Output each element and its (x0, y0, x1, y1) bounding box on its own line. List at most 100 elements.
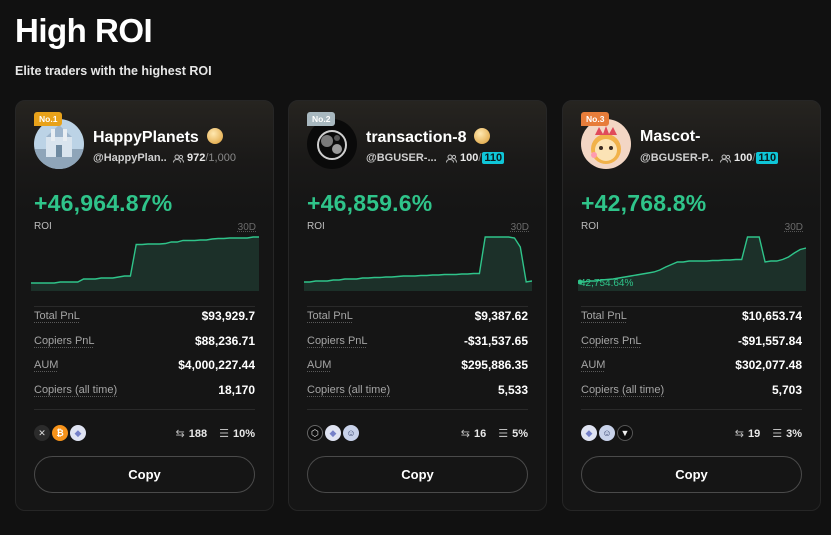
roi-value: +42,768.8% (581, 190, 707, 216)
avatar[interactable] (581, 119, 631, 169)
period-label[interactable]: 30D (784, 222, 803, 233)
rank-badge: No.3 (581, 112, 610, 126)
copiers-pnl-label[interactable]: Copiers PnL (34, 335, 95, 347)
copy-button[interactable]: Copy (34, 456, 255, 493)
bitcoin-icon: ₿ (52, 425, 68, 441)
divider (581, 409, 802, 410)
bot-icon: ☺ (343, 425, 359, 441)
roi-value: +46,964.87% (34, 190, 173, 216)
sparkline-area (578, 237, 806, 291)
profit-share: 10% (232, 427, 255, 440)
total-pnl-value: $10,653.74 (741, 309, 802, 323)
roi-sparkline (31, 236, 259, 291)
aum-row: AUM $302,077.48 (581, 357, 802, 373)
copiers-pnl-label[interactable]: Copiers PnL (581, 335, 642, 347)
copiers-pnl-label[interactable]: Copiers PnL (307, 335, 368, 347)
copiers-all-time-value: 5,703 (771, 383, 802, 397)
roi-label: ROI (307, 221, 325, 232)
copiers-pnl-row: Copiers PnL -$91,557.84 (581, 333, 802, 349)
trader-card[interactable]: No.2 transaction-8 @BGUSER-... 100 /110 … (288, 100, 547, 511)
divider (34, 409, 255, 410)
copiers-all-time-value: 5,533 (497, 383, 528, 397)
trader-name[interactable]: transaction-8 (366, 128, 491, 147)
sparkline-start-point (578, 279, 583, 285)
aum-value: $302,077.48 (735, 358, 802, 372)
aum-label[interactable]: AUM (34, 359, 59, 371)
copiers-all-time-label[interactable]: Copiers (all time) (34, 384, 118, 396)
followers-icon (173, 154, 184, 163)
copiers-all-time-label[interactable]: Copiers (all time) (307, 384, 391, 396)
rank-badge: No.2 (307, 112, 336, 126)
trader-meta: @HappyPlan... 972 /1,000 (93, 152, 236, 164)
coin-list: ◆ ☺ ▼ (581, 425, 635, 441)
trades-count: 19 (747, 427, 761, 440)
profit-share-icon: ☰ (498, 428, 509, 440)
trader-handle: @HappyPlan... (93, 152, 167, 164)
copy-button[interactable]: Copy (581, 456, 802, 493)
aum-row: AUM $4,000,227.44 (34, 357, 255, 373)
followers-icon (446, 154, 457, 163)
trader-card[interactable]: No.3 Mascot- @BGUSER-P... 100 /110 +42,7… (562, 100, 821, 511)
profit-share-icon: ☰ (772, 428, 783, 440)
copiers-pnl-value: $88,236.71 (194, 334, 255, 348)
trades-icon: ⇆ (175, 428, 185, 440)
trader-handle: @BGUSER-P... (640, 152, 714, 164)
divider (307, 306, 528, 307)
sparkline-start-value: 42,754.64% (580, 278, 634, 289)
trader-name[interactable]: HappyPlanets (93, 128, 223, 147)
copiers-all-time-value: 18,170 (218, 383, 255, 397)
aum-label[interactable]: AUM (307, 359, 332, 371)
copiers-pnl-value: -$31,537.65 (463, 334, 528, 348)
copiers-all-time-row: Copiers (all time) 5,703 (581, 382, 802, 398)
trader-handle: @BGUSER-... (366, 152, 437, 164)
trader-meta: @BGUSER-... 100 /110 (366, 152, 505, 164)
total-pnl-label[interactable]: Total PnL (307, 310, 353, 322)
eth-icon: ◆ (581, 425, 597, 441)
roi-sparkline (578, 236, 806, 291)
trades-icon: ⇆ (734, 428, 744, 440)
total-pnl-row: Total PnL $9,387.62 (307, 308, 528, 324)
sparkline-line (578, 236, 806, 283)
profit-share: 3% (786, 427, 802, 440)
avatar[interactable] (307, 119, 357, 169)
aum-label[interactable]: AUM (581, 359, 606, 371)
total-pnl-row: Total PnL $93,929.7 (34, 308, 255, 324)
profit-share: 5% (512, 427, 528, 440)
followers-max: 110 (482, 152, 505, 164)
eth-icon: ◆ (70, 425, 86, 441)
rank-badge: No.1 (34, 112, 63, 126)
trade-metrics: ⇆ 16 ☰ 5% (460, 427, 528, 441)
copiers-pnl-value: -$91,557.84 (737, 334, 802, 348)
avatar[interactable] (34, 119, 84, 169)
eos-icon: ⬡ (307, 425, 323, 441)
roi-sparkline (304, 236, 532, 291)
total-pnl-row: Total PnL $10,653.74 (581, 308, 802, 324)
eth-icon: ◆ (325, 425, 341, 441)
followers-count: 972 (187, 152, 206, 164)
copiers-all-time-row: Copiers (all time) 18,170 (34, 382, 255, 398)
trades-icon: ⇆ (460, 428, 470, 440)
copiers-all-time-label[interactable]: Copiers (all time) (581, 384, 665, 396)
trades-count: 16 (473, 427, 487, 440)
total-pnl-label[interactable]: Total PnL (34, 310, 80, 322)
bot-icon: ☺ (599, 425, 615, 441)
page-subtitle: Elite traders with the highest ROI (15, 64, 212, 78)
divider (34, 306, 255, 307)
total-pnl-value: $93,929.7 (201, 309, 255, 323)
copiers-pnl-row: Copiers PnL -$31,537.65 (307, 333, 528, 349)
total-pnl-label[interactable]: Total PnL (581, 310, 627, 322)
trade-metrics: ⇆ 19 ☰ 3% (734, 427, 802, 441)
trade-metrics: ⇆ 188 ☰ 10% (175, 427, 255, 441)
period-label[interactable]: 30D (510, 222, 529, 233)
copy-button[interactable]: Copy (307, 456, 528, 493)
trader-name[interactable]: Mascot- (640, 128, 701, 145)
x-icon: ✕ (34, 425, 50, 441)
sparkline-area (304, 237, 532, 291)
trader-card[interactable]: No.1 HappyPlanets @HappyPlan... 972 /1,0… (15, 100, 274, 511)
total-pnl-value: $9,387.62 (474, 309, 528, 323)
followers-count: 100 (734, 152, 753, 164)
trades-count: 188 (188, 427, 208, 440)
period-label[interactable]: 30D (237, 222, 256, 233)
followers-max: /1,000 (205, 152, 236, 164)
copiers-pnl-row: Copiers PnL $88,236.71 (34, 333, 255, 349)
